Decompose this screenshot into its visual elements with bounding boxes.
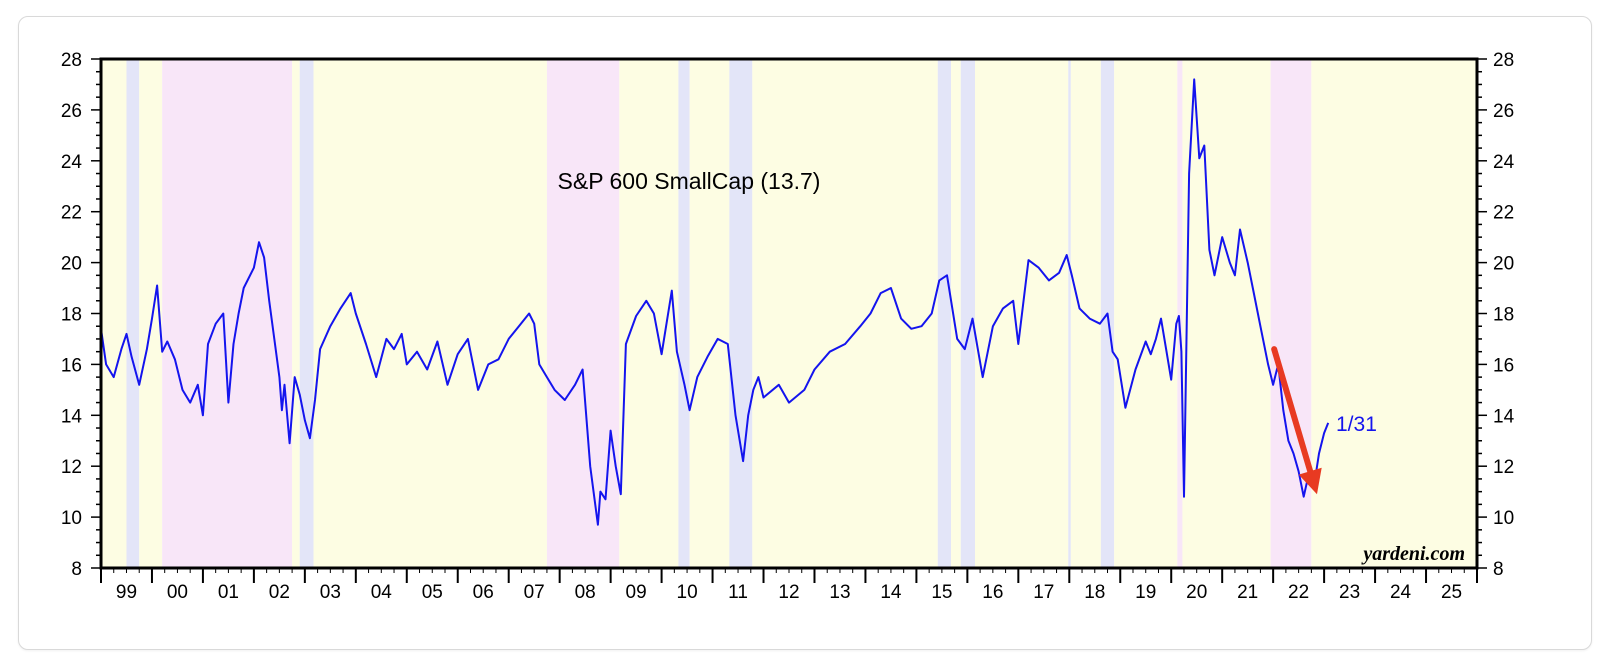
x-axis: 99 00 01 02 03 04 05 06 07 08 09 10 11 12 13 14 15 16 17 18… <box>100 568 1478 603</box>
band-blue <box>678 59 690 568</box>
x-tick-label: 17 <box>1033 582 1054 603</box>
y-tick-label-left: 8 <box>71 559 82 580</box>
band-yellow <box>752 59 938 568</box>
band-blue <box>299 59 314 568</box>
chart-title: S&P 600 SmallCap (13.7) <box>558 168 821 194</box>
end-date-label: 1/31 <box>1336 413 1377 436</box>
band-blue <box>126 59 140 568</box>
x-tick-label: 21 <box>1237 582 1258 603</box>
band-yellow <box>313 59 547 568</box>
x-tick-label: 11 <box>728 582 748 603</box>
x-tick-label: 05 <box>422 582 443 603</box>
series-line <box>100 78 1330 526</box>
band-yellow <box>1311 59 1477 568</box>
x-tick-label: 20 <box>1186 582 1207 603</box>
x-tick-label: 13 <box>829 582 850 603</box>
y-tick-label-left: 10 <box>61 508 82 529</box>
x-tick-label: 15 <box>931 582 952 603</box>
y-tick-label-left: 20 <box>61 254 82 275</box>
chart-card: 8 10 12 14 16 18 20 22 24 26 28 8 10 12 14 16 18 20 22 24 2… <box>18 16 1592 650</box>
x-tick-label: 07 <box>524 582 545 603</box>
band-yellow <box>689 59 730 568</box>
x-tick-label: 01 <box>218 582 239 603</box>
band-pink <box>546 59 620 568</box>
background-bands <box>101 59 1477 568</box>
y-axis-left: 8 10 12 14 16 18 20 22 24 26 28 <box>61 50 101 580</box>
x-tick-label: 16 <box>982 582 1003 603</box>
x-tick-label: 09 <box>626 582 647 603</box>
x-tick-label: 08 <box>575 582 596 603</box>
y-tick-label-right: 24 <box>1493 152 1515 173</box>
x-tick-label: 23 <box>1339 582 1360 603</box>
x-tick-label: 06 <box>473 582 494 603</box>
x-tick-label: 24 <box>1390 582 1412 603</box>
trend-arrow <box>1271 346 1322 495</box>
x-tick-label: 25 <box>1441 582 1462 603</box>
x-tick-label: 18 <box>1084 582 1105 603</box>
y-tick-label-left: 28 <box>61 50 82 71</box>
x-tick-label: 02 <box>269 582 290 603</box>
y-tick-label-right: 12 <box>1493 457 1514 478</box>
series-layer <box>100 78 1330 526</box>
band-yellow <box>1114 59 1178 568</box>
y-tick-label-left: 24 <box>61 152 83 173</box>
band-yellow <box>292 59 300 568</box>
y-tick-label-right: 16 <box>1493 355 1514 376</box>
y-tick-label-right: 10 <box>1493 508 1514 529</box>
y-tick-label-right: 18 <box>1493 305 1514 326</box>
band-blue <box>1068 59 1071 568</box>
y-axis-right: 8 10 12 14 16 18 20 22 24 26 28 <box>1477 50 1515 580</box>
band-blue <box>960 59 976 568</box>
arrow-head <box>1298 467 1322 495</box>
arrow-shaft <box>1271 346 1314 475</box>
x-tick-label: 12 <box>778 582 799 603</box>
band-yellow <box>139 59 163 568</box>
chart: 8 10 12 14 16 18 20 22 24 26 28 8 10 12 14 16 18 20 22 24 2… <box>61 50 1515 603</box>
y-tick-label-right: 8 <box>1493 559 1504 580</box>
y-tick-label-left: 16 <box>61 355 82 376</box>
x-tick-label: 14 <box>880 582 902 603</box>
x-tick-label: 00 <box>167 582 188 603</box>
y-tick-label-left: 22 <box>61 203 82 224</box>
x-tick-label: 99 <box>116 582 137 603</box>
source-credit: yardeni.com <box>1361 543 1465 565</box>
y-tick-label-left: 26 <box>61 101 82 122</box>
y-tick-label-left: 18 <box>61 305 82 326</box>
band-yellow <box>1182 59 1271 568</box>
band-blue <box>729 59 753 568</box>
band-blue <box>937 59 952 568</box>
y-tick-label-right: 14 <box>1493 406 1515 427</box>
band-pink <box>162 59 293 568</box>
x-tick-label: 04 <box>371 582 393 603</box>
x-tick-label: 03 <box>320 582 341 603</box>
x-tick-label: 19 <box>1135 582 1156 603</box>
band-yellow <box>101 59 127 568</box>
y-tick-label-right: 22 <box>1493 203 1514 224</box>
band-pink <box>1270 59 1312 568</box>
y-tick-label-left: 14 <box>61 406 83 427</box>
x-tick-label: 22 <box>1288 582 1309 603</box>
y-tick-label-right: 26 <box>1493 101 1514 122</box>
band-yellow <box>951 59 961 568</box>
y-tick-label-right: 28 <box>1493 50 1514 71</box>
y-tick-label-right: 20 <box>1493 254 1514 275</box>
y-tick-label-left: 12 <box>61 457 82 478</box>
band-pink <box>1177 59 1183 568</box>
band-yellow <box>619 59 679 568</box>
x-tick-label: 10 <box>677 582 698 603</box>
